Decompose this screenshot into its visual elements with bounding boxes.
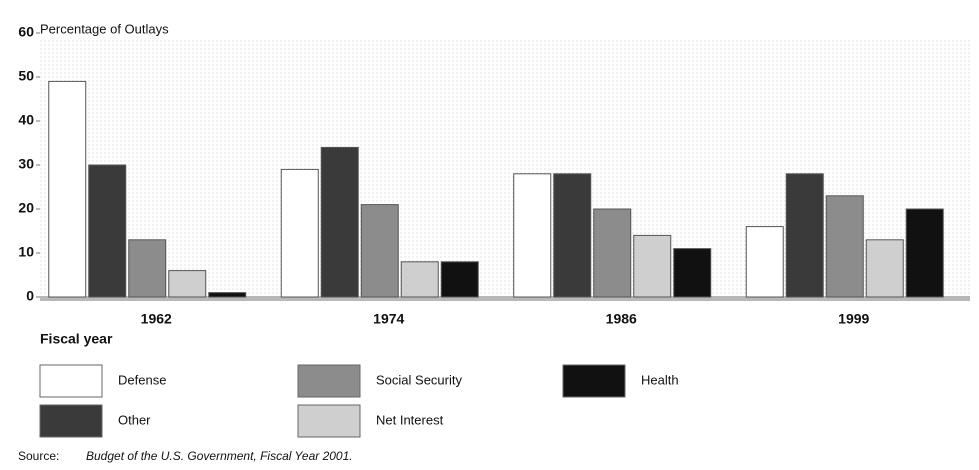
legend-label: Social Security: [376, 372, 462, 387]
x-tick-label: 1986: [606, 311, 637, 327]
legend-label: Other: [118, 412, 151, 427]
x-axis-label: Fiscal year: [40, 331, 113, 347]
legend-label: Defense: [118, 372, 166, 387]
bar: [826, 196, 863, 297]
bar: [441, 262, 478, 297]
legend-label: Health: [641, 372, 679, 387]
legend-swatch: [298, 405, 360, 437]
y-tick-label: 10: [18, 244, 34, 260]
bar: [321, 147, 358, 297]
y-tick-label: 30: [18, 156, 34, 172]
bar: [129, 240, 166, 297]
x-tick-label: 1962: [141, 311, 172, 327]
bar: [49, 81, 86, 297]
y-axis-label: Percentage of Outlays: [40, 21, 169, 36]
bar: [89, 165, 126, 297]
bar: [281, 169, 318, 297]
legend-swatch: [563, 365, 625, 397]
bar: [746, 227, 783, 297]
bar: [401, 262, 438, 297]
source-label: Source:: [18, 449, 59, 463]
bar: [169, 271, 206, 297]
legend-swatch: [298, 365, 360, 397]
source: Budget of the U.S. Government, Fiscal Ye…: [86, 449, 353, 463]
x-tick-label: 1999: [838, 311, 869, 327]
bar: [674, 249, 711, 297]
bar: [514, 174, 551, 297]
bar: [786, 174, 823, 297]
bar: [554, 174, 591, 297]
y-tick-label: 50: [18, 68, 34, 84]
bar: [361, 205, 398, 297]
y-tick-label: 20: [18, 200, 34, 216]
bar: [209, 293, 246, 297]
y-tick-label: 0: [26, 288, 34, 304]
y-tick-label: 40: [18, 112, 34, 128]
chart: Percentage of Outlays Fiscal year Source…: [0, 0, 979, 470]
legend-swatch: [40, 365, 102, 397]
bar: [634, 235, 671, 297]
bar: [866, 240, 903, 297]
bar: [594, 209, 631, 297]
legend-swatch: [40, 405, 102, 437]
legend-label: Net Interest: [376, 412, 444, 427]
y-tick-label: 60: [18, 24, 34, 40]
bar: [906, 209, 943, 297]
x-tick-label: 1974: [373, 311, 404, 327]
